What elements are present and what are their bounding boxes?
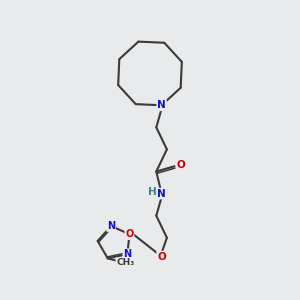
Text: O: O: [125, 229, 134, 239]
Text: O: O: [157, 251, 166, 262]
Text: N: N: [157, 100, 166, 110]
Text: CH₃: CH₃: [116, 258, 134, 267]
Text: N: N: [157, 189, 166, 199]
Text: H: H: [148, 187, 157, 197]
Text: O: O: [177, 160, 185, 170]
Text: N: N: [107, 221, 115, 231]
Text: N: N: [123, 249, 131, 259]
